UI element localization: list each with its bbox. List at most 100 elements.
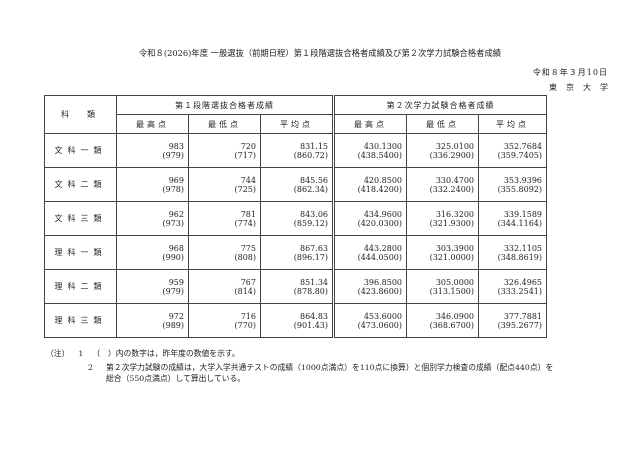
organization: 東京大学: [549, 83, 617, 92]
score-cell: 339.1589: [478, 201, 547, 219]
previous-score-cell: (359.7405): [478, 150, 547, 168]
table-row-previous-year: (990) (808) (896.17) (444.0500) (321.0000) (3…: [45, 252, 547, 270]
score-cell: 972: [116, 303, 189, 321]
column-header: 最低点: [406, 114, 479, 134]
table-row-previous-year: (978) (725) (862.34) (418.4200) (332.2400) (3…: [45, 184, 547, 202]
score-cell: 353.9396: [478, 167, 547, 185]
column-header: 平均点: [260, 114, 334, 134]
score-cell: 325.0100: [406, 133, 479, 151]
score-cell: 330.4700: [406, 167, 479, 185]
score-cell: 453.6000: [332, 303, 407, 321]
score-cell: 864.83: [260, 303, 334, 321]
score-cell: 420.8500: [332, 167, 407, 185]
previous-score-cell: (896.17): [260, 252, 334, 270]
score-cell: 434.9600: [332, 201, 407, 219]
previous-score-cell: (368.6700): [406, 320, 479, 338]
score-cell: 303.3900: [406, 235, 479, 253]
table-row: 理科二類 959 767 851.34 396.8500 305.0000 326.4965: [44, 269, 547, 304]
table-row-previous-year: (973) (774) (859.12) (420.0300) (321.9300) (3…: [45, 218, 547, 236]
category-cell: 理科一類: [44, 235, 117, 270]
note-number: 1: [78, 349, 84, 358]
score-cell: 716: [188, 303, 261, 321]
note-text: 第２次学力試験の成績は，大学入学共通テストの成績（1000点満点）を110点に換…: [106, 363, 554, 372]
table-row-previous-year: (989) (770) (901.43) (473.0600) (368.6700) (3…: [45, 320, 547, 338]
score-cell: 326.4965: [478, 269, 547, 287]
note-text: （ ）内の数字は，昨年度の数値を示す。: [92, 349, 240, 358]
results-table: 科 類 第１段階選抜合格者成績 第２次学力試験合格者成績 最高点 最低点 平均点 最高…: [44, 95, 547, 338]
score-cell: 443.2800: [332, 235, 407, 253]
previous-score-cell: (336.2900): [406, 150, 479, 168]
score-cell: 968: [116, 235, 189, 253]
column-header: 平均点: [478, 114, 547, 134]
previous-score-cell: (321.0000): [406, 252, 479, 270]
previous-score-cell: (862.34): [260, 184, 334, 202]
previous-score-cell: (332.2400): [406, 184, 479, 202]
score-cell: 843.06: [260, 201, 334, 219]
score-cell: 352.7684: [478, 133, 547, 151]
column-header: 最高点: [332, 114, 407, 134]
score-cell: 744: [188, 167, 261, 185]
previous-score-cell: (717): [188, 150, 261, 168]
table-row: 文科三類 962 781 843.06 434.9600 316.3200 339.1589: [44, 201, 547, 236]
previous-score-cell: (418.4200): [332, 184, 407, 202]
previous-score-cell: (901.43): [260, 320, 334, 338]
score-cell: 332.1105: [478, 235, 547, 253]
previous-score-cell: (860.72): [260, 150, 334, 168]
previous-score-cell: (990): [116, 252, 189, 270]
previous-score-cell: (979): [116, 286, 189, 304]
previous-score-cell: (859.12): [260, 218, 334, 236]
issue-date: 令和８年３月10日: [532, 68, 608, 77]
table-row: 文科一類 983 720 831.15 430.1300 325.0100 352.7684: [44, 133, 547, 168]
category-cell: 文科一類: [44, 133, 117, 168]
previous-score-cell: (770): [188, 320, 261, 338]
note-1: （注） 1 （ ）内の数字は，昨年度の数値を示す。: [46, 348, 240, 359]
group-header-second-exam: 第２次学力試験合格者成績: [332, 95, 547, 115]
column-header: 最低点: [188, 114, 261, 134]
score-cell: 430.1300: [332, 133, 407, 151]
note-number: 2: [88, 363, 93, 372]
score-cell: 775: [188, 235, 261, 253]
category-cell: 文科三類: [44, 201, 117, 236]
score-cell: 781: [188, 201, 261, 219]
score-cell: 346.0900: [406, 303, 479, 321]
previous-score-cell: (808): [188, 252, 261, 270]
score-cell: 962: [116, 201, 189, 219]
score-cell: 720: [188, 133, 261, 151]
table-row: 文科二類 969 744 845.56 420.8500 330.4700 353.9396: [44, 167, 547, 202]
previous-score-cell: (344.1164): [478, 218, 547, 236]
category-cell: 文科二類: [44, 167, 117, 202]
note-label: （注）: [46, 349, 70, 358]
previous-score-cell: (313.1500): [406, 286, 479, 304]
previous-score-cell: (423.8600): [332, 286, 407, 304]
previous-score-cell: (774): [188, 218, 261, 236]
score-cell: 867.63: [260, 235, 334, 253]
previous-score-cell: (473.0600): [332, 320, 407, 338]
previous-score-cell: (395.2677): [478, 320, 547, 338]
table-row: 理科一類 968 775 867.63 443.2800 303.3900 332.1105: [44, 235, 547, 270]
score-cell: 305.0000: [406, 269, 479, 287]
table-row-previous-year: (979) (717) (860.72) (438.5400) (336.2900) (3…: [45, 150, 547, 168]
previous-score-cell: (725): [188, 184, 261, 202]
previous-score-cell: (878.80): [260, 286, 334, 304]
previous-score-cell: (978): [116, 184, 189, 202]
previous-score-cell: (348.8619): [478, 252, 547, 270]
table-row: 理科三類 972 716 864.83 453.6000 346.0900 377.7881: [44, 303, 547, 338]
score-cell: 831.15: [260, 133, 334, 151]
score-cell: 969: [116, 167, 189, 185]
score-cell: 377.7881: [478, 303, 547, 321]
previous-score-cell: (979): [116, 150, 189, 168]
table-row-previous-year: (979) (814) (878.80) (423.8600) (313.1500) (3…: [45, 286, 547, 304]
document-title: 令和８(2026)年度 一般選抜（前期日程）第１段階選抜合格者成績及び第２次学力…: [138, 48, 502, 58]
score-cell: 767: [188, 269, 261, 287]
category-header: 科 類: [44, 95, 117, 134]
previous-score-cell: (444.0500): [332, 252, 407, 270]
previous-score-cell: (438.5400): [332, 150, 407, 168]
score-cell: 845.56: [260, 167, 334, 185]
column-header: 最高点: [116, 114, 189, 134]
score-cell: 396.8500: [332, 269, 407, 287]
previous-score-cell: (989): [116, 320, 189, 338]
previous-score-cell: (333.2541): [478, 286, 547, 304]
previous-score-cell: (420.0300): [332, 218, 407, 236]
category-cell: 理科二類: [44, 269, 117, 304]
score-cell: 851.34: [260, 269, 334, 287]
